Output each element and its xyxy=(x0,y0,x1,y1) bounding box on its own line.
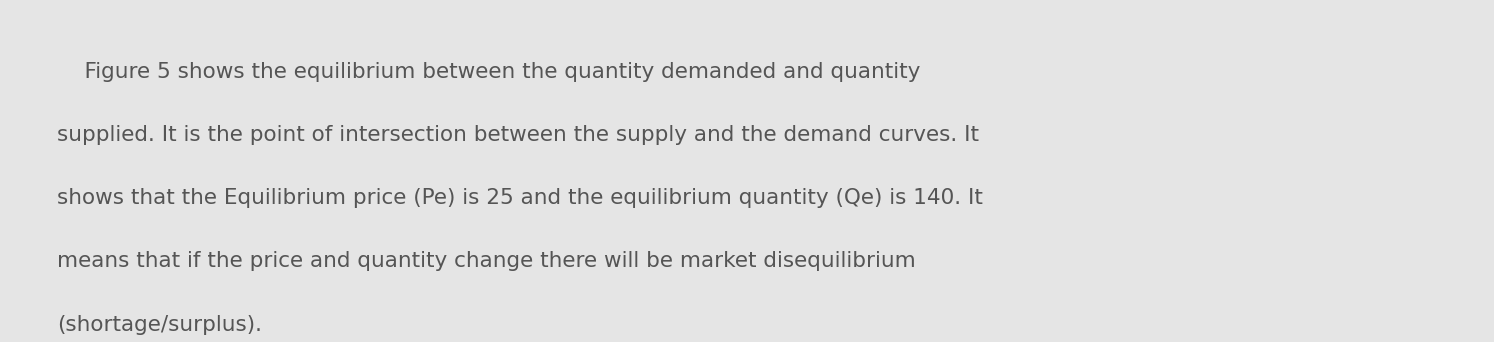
Text: means that if the price and quantity change there will be market disequilibrium: means that if the price and quantity cha… xyxy=(57,251,916,271)
Text: Figure 5 shows the equilibrium between the quantity demanded and quantity: Figure 5 shows the equilibrium between t… xyxy=(57,62,920,81)
Text: shows that the Equilibrium price (Pe) is 25 and the equilibrium quantity (Qe) is: shows that the Equilibrium price (Pe) is… xyxy=(57,188,983,208)
Text: (shortage/surplus).: (shortage/surplus). xyxy=(57,315,261,334)
Text: supplied. It is the point of intersection between the supply and the demand curv: supplied. It is the point of intersectio… xyxy=(57,125,979,145)
